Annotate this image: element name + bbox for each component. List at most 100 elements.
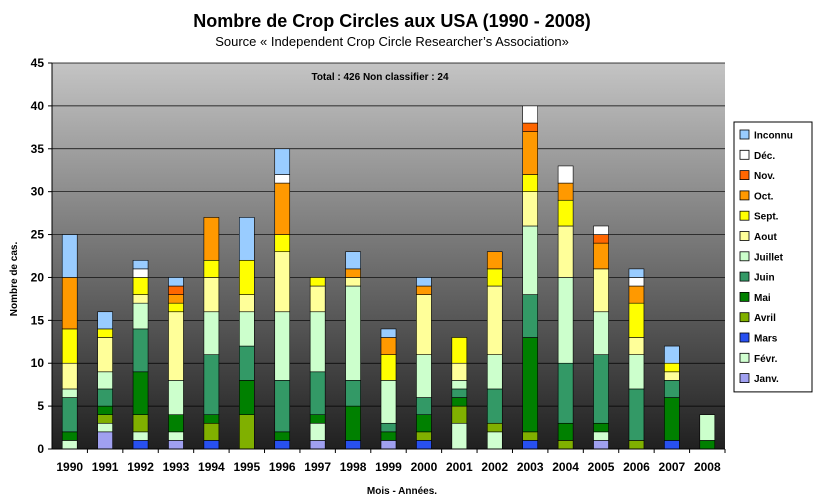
legend-label: Inconnu (754, 131, 793, 142)
x-tick-label: 1997 (304, 460, 331, 474)
bar-segment (593, 225, 609, 235)
bar-segment (203, 217, 220, 261)
bar-segment (239, 311, 255, 347)
legend-swatch (739, 373, 750, 384)
x-tick-label: 1995 (233, 460, 260, 474)
bar-segment (132, 440, 149, 450)
y-tick-label: 30 (31, 185, 45, 199)
legend-label: Juillet (754, 252, 784, 263)
bar-segment (132, 431, 149, 441)
bar-segment (664, 397, 680, 441)
x-tick-label: 2007 (659, 460, 686, 474)
bar-segment (557, 225, 574, 278)
bar-segment (416, 294, 432, 355)
bar-segment (522, 440, 538, 450)
bar-segment (557, 182, 574, 201)
bar-segment (380, 380, 397, 424)
bar-segment (522, 174, 538, 192)
bar-segment (522, 131, 538, 175)
bar-segment (522, 122, 538, 132)
bar-segment (97, 405, 113, 415)
x-tick-label: 2003 (517, 460, 544, 474)
legend-label: Oct. (754, 191, 774, 202)
bar-segment (309, 311, 326, 373)
bar-segment (309, 440, 326, 450)
x-axis-label: Mois - Années. (367, 486, 437, 497)
bar-segment (203, 422, 220, 441)
bar-segment (61, 362, 78, 390)
bar-segment (557, 165, 574, 184)
bar-segment (168, 414, 184, 433)
bar-segment (593, 242, 609, 270)
bar-segment (168, 380, 184, 415)
bar-segment (132, 259, 149, 270)
bar-segment (451, 380, 468, 390)
bar-segment (132, 414, 149, 433)
y-tick-label: 5 (37, 399, 44, 413)
legend-label: Mai (754, 293, 771, 304)
bar-segment (557, 277, 574, 364)
legend-swatch (739, 210, 750, 221)
bar-segment (486, 251, 503, 270)
bar-segment (416, 414, 432, 433)
bar-segment (522, 105, 538, 124)
total-annotation: Total : 426 Non classifier : 24 (311, 72, 449, 83)
bar-segment (451, 397, 468, 407)
bar-segment (309, 422, 326, 441)
x-tick-label: 2005 (588, 460, 615, 474)
bar-segment (203, 311, 220, 355)
x-tick-label: 2004 (552, 460, 579, 474)
bar-segment (451, 422, 468, 450)
chart-title: Nombre de Crop Circles aux USA (1990 - 2… (193, 11, 590, 31)
bar-segment (416, 397, 432, 415)
bar-segment (274, 148, 291, 175)
legend-label: Janv. (754, 374, 779, 385)
bar-segment (61, 440, 78, 450)
legend-swatch (739, 170, 750, 181)
bar-segment (239, 259, 255, 295)
y-tick-label: 10 (31, 356, 45, 370)
bar-segment (132, 371, 149, 415)
x-tick-label: 2008 (694, 460, 721, 474)
bar-segment (380, 431, 397, 441)
legend-swatch (739, 251, 750, 262)
bar-segment (593, 431, 609, 441)
bar-segment (274, 311, 291, 381)
legend-label: Juin (754, 273, 775, 284)
bar-segment (274, 174, 291, 184)
bar-segment (451, 337, 468, 364)
bar-segment (168, 285, 184, 295)
bar-segment (699, 440, 716, 450)
bar-segment (522, 337, 538, 433)
bar-segment (416, 354, 432, 398)
bar-segment (416, 285, 432, 295)
bar-segment (593, 268, 609, 313)
bar-segment (203, 277, 220, 313)
bar-segment (61, 431, 78, 441)
bar-segment (274, 251, 291, 313)
x-tick-label: 1999 (375, 460, 402, 474)
legend-label: Févr. (754, 354, 778, 365)
y-tick-label: 15 (31, 313, 45, 327)
bar-segment (628, 268, 645, 278)
bar-segment (345, 285, 361, 381)
legend-label: Déc. (754, 151, 775, 162)
bar-segment (557, 422, 574, 441)
bar-segment (309, 371, 326, 415)
x-tick-label: 2001 (446, 460, 473, 474)
x-tick-label: 1990 (56, 460, 83, 474)
bar-segment (593, 311, 609, 355)
bar-segment (664, 371, 680, 381)
bar-segment (380, 354, 397, 381)
legend-label: Avril (754, 313, 776, 324)
bar-segment (522, 294, 538, 338)
legend-label: Sept. (754, 212, 779, 223)
bar-segment (309, 414, 326, 424)
bar-segment (274, 234, 291, 253)
y-tick-label: 0 (37, 442, 44, 456)
legend-label: Mars (754, 334, 778, 345)
bar-segment (628, 337, 645, 355)
bar-segment (132, 328, 149, 373)
legend-swatch (739, 149, 750, 160)
